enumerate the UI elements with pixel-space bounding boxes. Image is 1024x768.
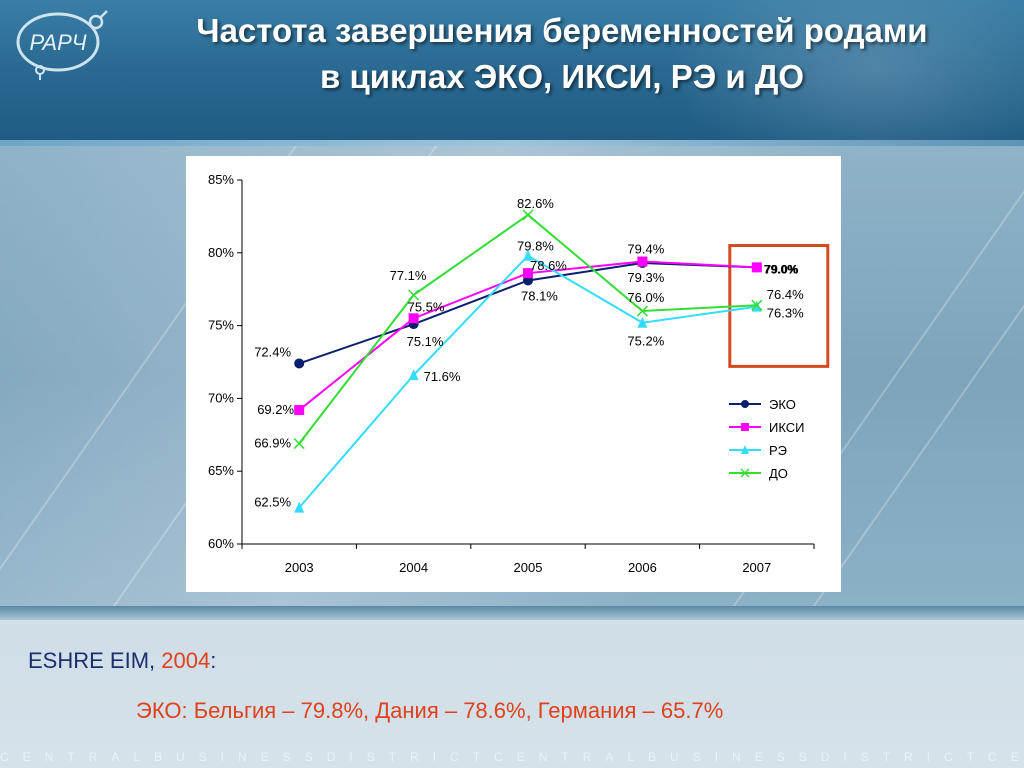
y-tick-label: 65% xyxy=(208,463,234,478)
y-tick-label: 80% xyxy=(208,245,234,260)
logo-text: РАРЧ xyxy=(29,30,86,55)
source-colon: : xyxy=(210,648,217,673)
footer-ticker: CENTRALBUSINESSDISTRICTCENTRALBUSINESSDI… xyxy=(0,750,1024,764)
data-label-eko: 75.1% xyxy=(407,334,444,349)
y-tick-label: 60% xyxy=(208,536,234,551)
data-label-do: 76.0% xyxy=(627,290,664,305)
data-point-stroke xyxy=(522,209,534,221)
x-tick-label: 2007 xyxy=(742,560,771,575)
data-point xyxy=(293,438,305,450)
data-label-re: 79.8% xyxy=(517,239,554,254)
legend-label-re: РЭ xyxy=(769,443,787,458)
data-label-iksi: 75.5% xyxy=(408,299,445,314)
data-point xyxy=(294,501,305,513)
line-chart: 60% 65% 70% 75% 80% 85% 2003 2004 2005 2006 2007 72… xyxy=(208,172,830,575)
data-point xyxy=(523,268,533,279)
source-name: ESHRE EIM, xyxy=(28,648,156,673)
data-label-eko: 72.4% xyxy=(254,344,291,359)
data-label-eko: 78.1% xyxy=(521,288,558,303)
data-label-do: 76.4% xyxy=(767,287,804,302)
legend-label-do: ДО xyxy=(769,466,788,481)
data-point-stroke xyxy=(751,299,763,311)
x-tick-label: 2004 xyxy=(399,560,428,575)
data-label-eko: 79.0% xyxy=(764,262,798,276)
page-title: Частота завершения беременностей родами … xyxy=(112,8,1012,100)
data-point-stroke xyxy=(636,305,648,317)
data-point xyxy=(751,262,762,273)
data-point xyxy=(408,289,420,301)
x-tick-label: 2005 xyxy=(514,560,543,575)
data-point xyxy=(522,209,534,221)
header-banner: РАРЧ Частота завершения беременностей ро… xyxy=(0,0,1024,146)
data-label-do: 77.1% xyxy=(390,268,427,283)
data-point xyxy=(741,400,749,408)
data-label-eko: 79.3% xyxy=(627,270,664,285)
y-tick-label: 70% xyxy=(208,390,234,405)
title-line-2: в циклах ЭКО, ИКСИ, РЭ и ДО xyxy=(319,58,804,95)
data-point-stroke xyxy=(408,289,420,301)
legend-label-eko: ЭКО xyxy=(769,397,796,412)
rarch-logo: РАРЧ xyxy=(16,10,108,80)
data-point xyxy=(637,256,648,267)
data-label-iksi: 79.0% xyxy=(764,263,798,277)
data-label-do: 66.9% xyxy=(254,436,291,451)
header-sheen xyxy=(664,0,1024,146)
data-label-re: 62.5% xyxy=(254,495,291,510)
data-label-iksi: 69.2% xyxy=(257,402,294,417)
data-point xyxy=(294,405,305,416)
data-label-do: 82.6% xyxy=(517,196,554,211)
x-tick-label: 2006 xyxy=(628,560,657,575)
data-point xyxy=(740,468,750,478)
chart-panel: 60% 65% 70% 75% 80% 85% 2003 2004 2005 2006 2007 72… xyxy=(186,156,841,592)
data-label-re: 75.2% xyxy=(627,334,664,349)
data-label-re: 71.6% xyxy=(424,369,461,384)
band-divider xyxy=(0,606,1024,620)
data-label-iksi: 79.4% xyxy=(627,242,664,257)
data-point-stroke xyxy=(740,468,750,478)
legend-label-iksi: ИКСИ xyxy=(769,420,805,435)
data-point xyxy=(741,423,749,431)
data-point xyxy=(636,305,648,317)
data-point xyxy=(523,249,533,261)
data-point xyxy=(741,445,749,454)
source-year: 2004 xyxy=(161,648,211,673)
data-point xyxy=(294,358,305,369)
data-label-iksi: 78.6% xyxy=(530,258,567,273)
data-point xyxy=(751,299,763,311)
source-note: ESHRE EIM, 2004: xyxy=(28,648,216,674)
x-tick-label: 2003 xyxy=(285,560,314,575)
country-rates-note: ЭКО: Бельгия – 79.8%, Дания – 78.6%, Гер… xyxy=(136,698,724,723)
data-point xyxy=(408,313,419,324)
data-label-re: 76.3% xyxy=(767,306,804,321)
data-point xyxy=(408,369,419,381)
y-tick-label: 75% xyxy=(208,318,234,333)
title-line-1: Частота завершения беременностей родами xyxy=(196,12,928,49)
y-tick-label: 85% xyxy=(208,172,234,187)
data-point-stroke xyxy=(293,438,305,450)
data-point xyxy=(637,316,648,328)
